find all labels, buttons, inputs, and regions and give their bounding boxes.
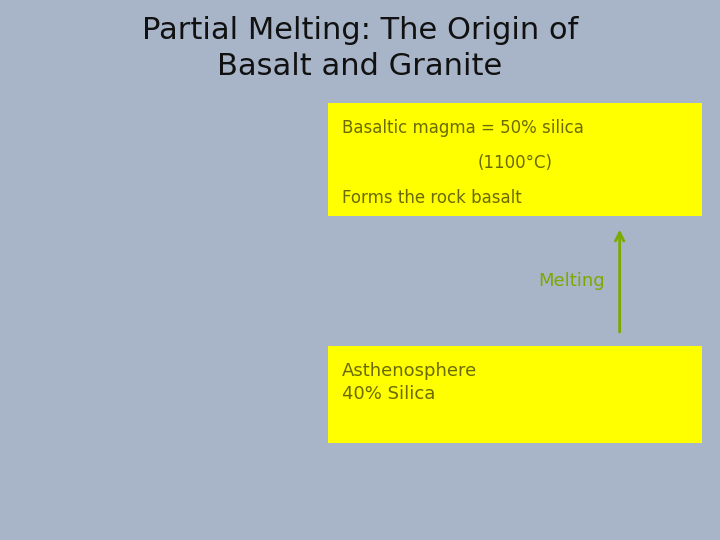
Text: (1100°C): (1100°C) xyxy=(477,154,552,172)
Bar xyxy=(328,103,702,216)
Bar xyxy=(328,346,702,443)
Text: Asthenosphere
40% Silica: Asthenosphere 40% Silica xyxy=(342,362,477,403)
Text: Partial Melting: The Origin of
Basalt and Granite: Partial Melting: The Origin of Basalt an… xyxy=(142,16,578,81)
Text: Basaltic magma = 50% silica: Basaltic magma = 50% silica xyxy=(342,119,584,137)
Text: Melting: Melting xyxy=(539,272,606,290)
Text: Forms the rock basalt: Forms the rock basalt xyxy=(342,189,522,207)
